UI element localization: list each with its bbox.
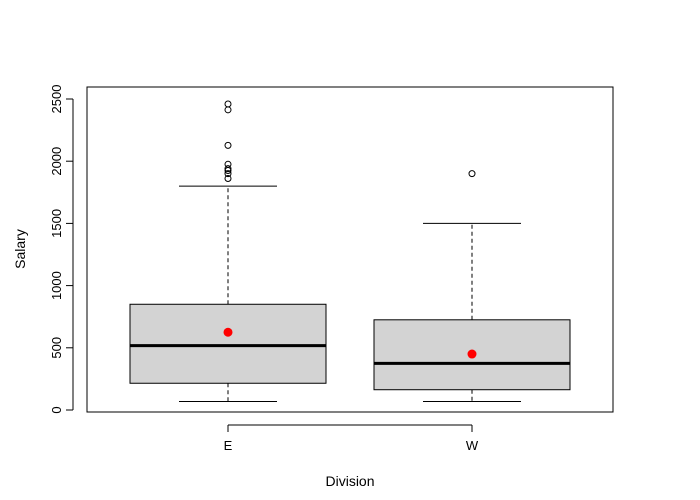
- outlier-point: [224, 165, 232, 173]
- outlier-point: [224, 100, 232, 108]
- outlier-point: [224, 170, 232, 178]
- y-tick-label: 2500: [49, 85, 64, 114]
- box-W: [373, 170, 571, 403]
- mean-point: [467, 349, 477, 359]
- x-tick-label: E: [224, 438, 233, 453]
- y-axis-title: Salary: [12, 229, 28, 269]
- x-axis-title: Division: [325, 473, 374, 489]
- y-tick-label: 2000: [49, 147, 64, 176]
- y-axis: 0 500 1000 1500 2000 2500: [49, 85, 74, 414]
- outlier-point: [468, 170, 476, 178]
- outlier-point: [224, 174, 232, 182]
- box-E: [129, 100, 327, 403]
- outlier-point: [224, 106, 232, 114]
- iqr-box: [129, 303, 327, 384]
- boxes-group: [129, 100, 571, 403]
- plot-frame: [86, 86, 614, 413]
- y-tick-label: 0: [49, 406, 64, 413]
- y-tick-label: 1500: [49, 209, 64, 238]
- y-tick-label: 1000: [49, 271, 64, 300]
- mean-point: [223, 327, 233, 337]
- y-tick-label: 500: [49, 337, 64, 359]
- outlier-point: [224, 141, 232, 149]
- x-tick-label: W: [466, 438, 479, 453]
- outlier-point: [224, 160, 232, 168]
